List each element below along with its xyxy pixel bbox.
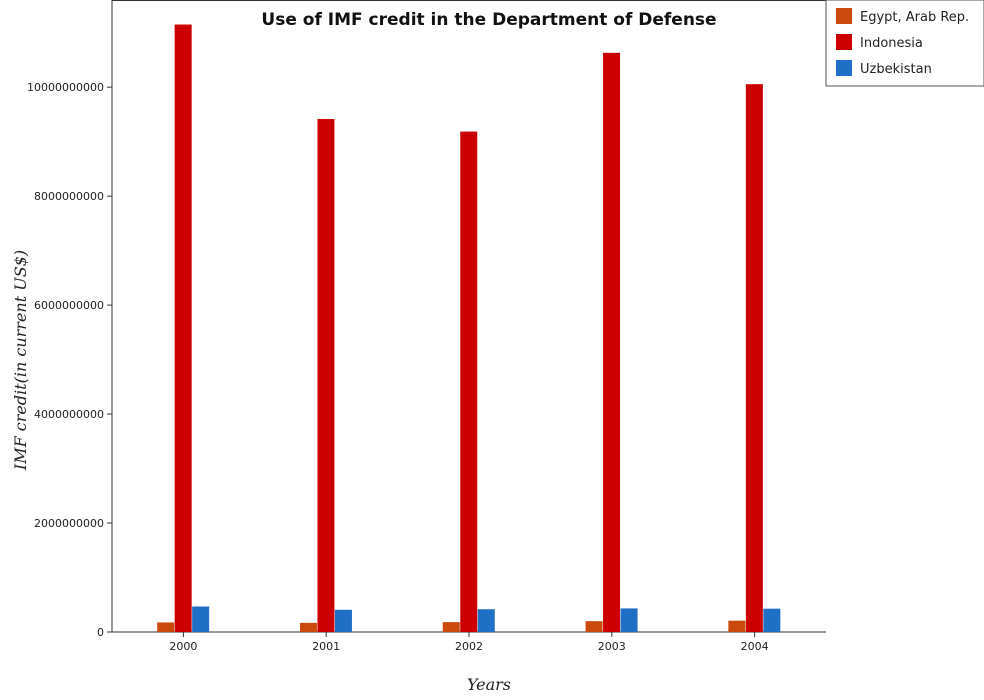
x-tick-label: 2001 <box>312 640 340 653</box>
y-tick-label: 10000000000 <box>27 81 104 94</box>
x-tick-label: 2002 <box>455 640 483 653</box>
x-axis-ticks: 2000 2001 2002 2003 2004 <box>169 632 769 653</box>
bar <box>442 622 460 632</box>
legend-label: Uzbekistan <box>860 62 932 77</box>
legend: Egypt, Arab Rep. Indonesia Uzbekistan <box>825 0 984 87</box>
bar <box>299 622 317 632</box>
y-tick-label: 6000000000 <box>34 299 104 312</box>
bar <box>585 621 603 632</box>
y-axis-label: IMF credit(in current US$) <box>11 250 30 471</box>
legend-label: Indonesia <box>860 36 923 51</box>
bar <box>728 620 746 632</box>
bars <box>157 24 781 633</box>
y-tick-label: 2000000000 <box>34 517 104 530</box>
y-tick-label: 4000000000 <box>34 408 104 421</box>
bar <box>460 131 478 632</box>
bar <box>334 609 352 632</box>
bar <box>620 608 638 632</box>
bar <box>317 119 335 633</box>
chart-title: Use of IMF credit in the Department of D… <box>261 10 716 30</box>
bar <box>763 608 781 632</box>
bar <box>192 606 210 632</box>
bar <box>745 84 763 633</box>
x-tick-label: 2000 <box>169 640 197 653</box>
legend-label: Egypt, Arab Rep. <box>860 10 969 25</box>
y-tick-label: 0 <box>97 626 104 639</box>
legend-swatch <box>836 34 852 50</box>
bar <box>603 52 621 633</box>
bar <box>477 609 495 632</box>
x-tick-label: 2003 <box>598 640 626 653</box>
y-axis-ticks: 0 2000000000 4000000000 6000000000 800000000… <box>27 81 112 639</box>
x-axis-label: Years <box>467 675 511 694</box>
legend-swatch <box>836 60 852 76</box>
legend-swatch <box>836 8 852 24</box>
x-tick-label: 2004 <box>741 640 769 653</box>
bar <box>157 622 175 632</box>
bar <box>174 24 192 633</box>
legend-box <box>825 0 984 87</box>
y-tick-label: 8000000000 <box>34 190 104 203</box>
